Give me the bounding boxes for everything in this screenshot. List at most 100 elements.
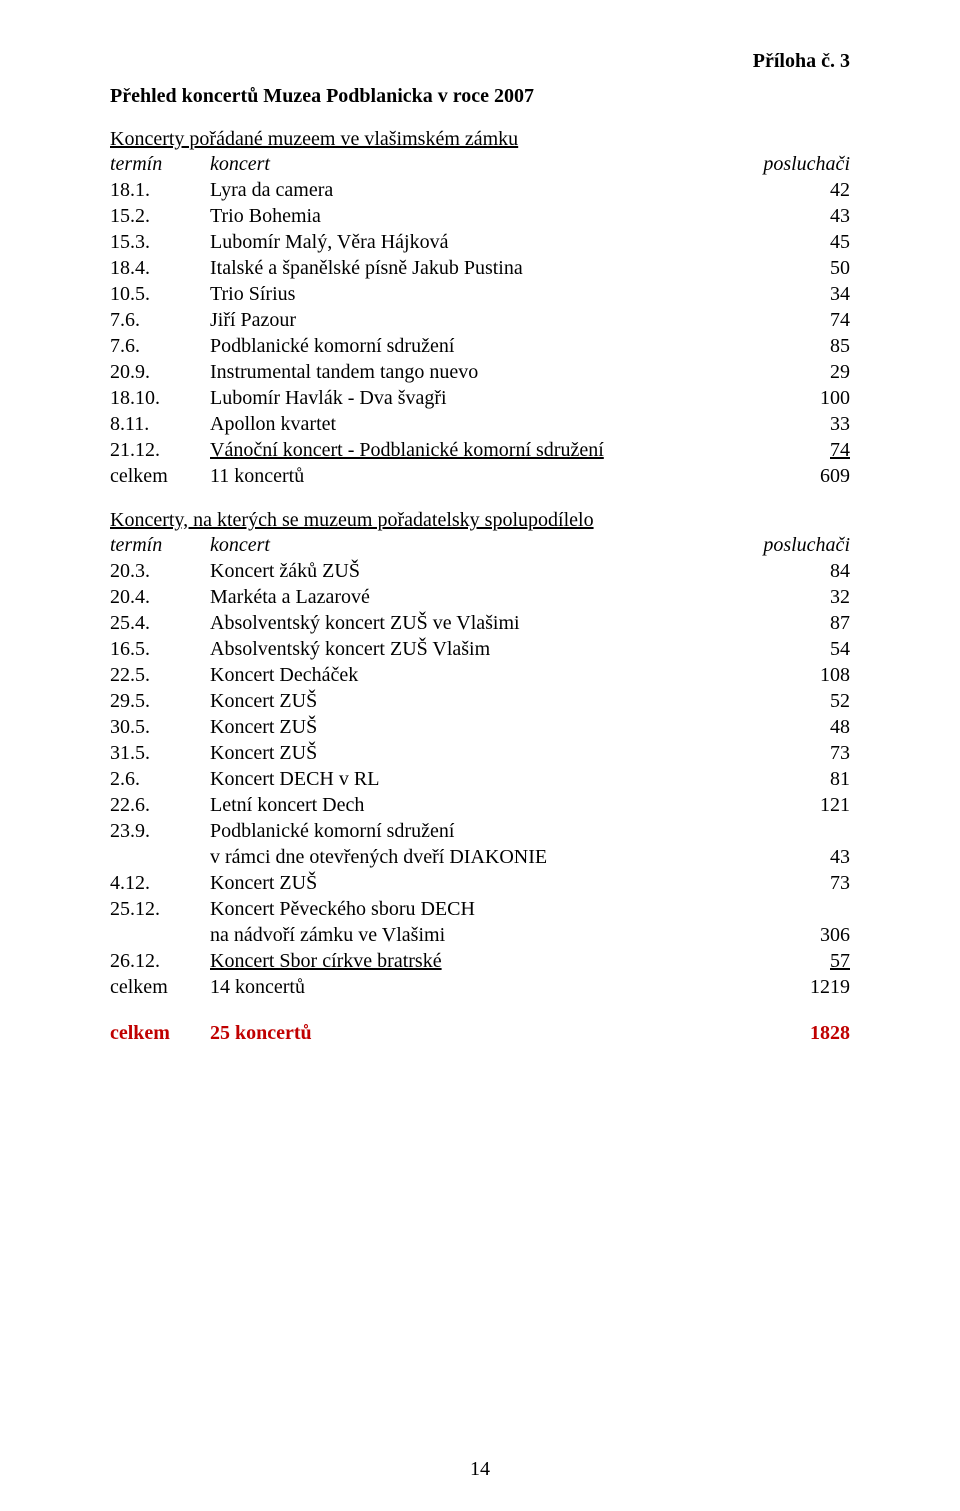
row-posluchaci: 74: [730, 307, 850, 333]
table-row: 25.4.Absolventský koncert ZUŠ ve Vlašimi…: [110, 610, 850, 636]
row-name: Apollon kvartet: [210, 411, 730, 437]
row-term: 22.5.: [110, 662, 210, 688]
row-term: 23.9.: [110, 818, 210, 844]
row-term: 20.3.: [110, 558, 210, 584]
row-term: 10.5.: [110, 281, 210, 307]
table-row: 8.11.Apollon kvartet33: [110, 411, 850, 437]
table-row: 20.4.Markéta a Lazarové32: [110, 584, 850, 610]
table-row: v rámci dne otevřených dveří DIAKONIE43: [110, 844, 850, 870]
row-posluchaci: 85: [730, 333, 850, 359]
total-name: 11 koncertů: [210, 463, 730, 489]
row-term: 25.4.: [110, 610, 210, 636]
section2-header-row: termín koncert posluchači: [110, 532, 850, 558]
row-term: 7.6.: [110, 333, 210, 359]
row-term: 31.5.: [110, 740, 210, 766]
row-name: Koncert ZUŠ: [210, 740, 730, 766]
row-name: na nádvoří zámku ve Vlašimi: [210, 922, 730, 948]
table-row: 23.9.Podblanické komorní sdružení: [110, 818, 850, 844]
row-term: 8.11.: [110, 411, 210, 437]
row-posluchaci: 33: [730, 411, 850, 437]
section1-body: 18.1.Lyra da camera4215.2.Trio Bohemia43…: [110, 177, 850, 437]
row-name: Lyra da camera: [210, 177, 730, 203]
row-term: 4.12.: [110, 870, 210, 896]
document-page: Příloha č. 3 Přehled koncertů Muzea Podb…: [0, 0, 960, 1511]
row-term: 25.12.: [110, 896, 210, 922]
table-row: na nádvoří zámku ve Vlašimi306: [110, 922, 850, 948]
row-posluchaci: 29: [730, 359, 850, 385]
row-name: Koncert ZUŠ: [210, 688, 730, 714]
row-name: Trio Sírius: [210, 281, 730, 307]
annex-label: Příloha č. 3: [110, 50, 850, 73]
row-name: Markéta a Lazarové: [210, 584, 730, 610]
row-name: Absolventský koncert ZUŠ Vlašim: [210, 636, 730, 662]
section2-heading: Koncerty, na kterých se muzeum pořadatel…: [110, 509, 850, 532]
row-posluchaci: 54: [730, 636, 850, 662]
table-row: 2.6.Koncert DECH v RL81: [110, 766, 850, 792]
section2-total-row: celkem 14 koncertů 1219: [110, 974, 850, 1000]
row-term: 20.9.: [110, 359, 210, 385]
total-label: celkem: [110, 463, 210, 489]
row-term: 2.6.: [110, 766, 210, 792]
row-name: Koncert Pěveckého sboru DECH: [210, 896, 730, 922]
row-posluchaci: 100: [730, 385, 850, 411]
section2-last-row: 26.12. Koncert Sbor církve bratrské 57: [110, 948, 850, 974]
row-name: Absolventský koncert ZUŠ ve Vlašimi: [210, 610, 730, 636]
table-row: 16.5.Absolventský koncert ZUŠ Vlašim54: [110, 636, 850, 662]
table-row: 30.5.Koncert ZUŠ48: [110, 714, 850, 740]
row-posluchaci: 84: [730, 558, 850, 584]
row-term: 7.6.: [110, 307, 210, 333]
row-name: Koncert ZUŠ: [210, 870, 730, 896]
section1-total-row: celkem 11 koncertů 609: [110, 463, 850, 489]
grand-total-row: celkem 25 koncertů 1828: [110, 1020, 850, 1046]
table-row: 22.6.Letní koncert Dech121: [110, 792, 850, 818]
row-name: Vánoční koncert - Podblanické komorní sd…: [210, 437, 730, 463]
row-posluchaci: 52: [730, 688, 850, 714]
row-posluchaci: 48: [730, 714, 850, 740]
total-value: 1219: [730, 974, 850, 1000]
total-label: celkem: [110, 974, 210, 1000]
row-name: Koncert Sbor církve bratrské: [210, 948, 730, 974]
header-termin: termín: [110, 532, 210, 558]
row-name: Lubomír Malý, Věra Hájková: [210, 229, 730, 255]
table-row: 7.6.Jiří Pazour74: [110, 307, 850, 333]
row-posluchaci: 73: [730, 740, 850, 766]
row-posluchaci: 87: [730, 610, 850, 636]
header-posluchaci: posluchači: [730, 151, 850, 177]
row-posluchaci: 57: [730, 948, 850, 974]
row-name: Podblanické komorní sdružení: [210, 818, 730, 844]
table-row: 20.9.Instrumental tandem tango nuevo29: [110, 359, 850, 385]
row-posluchaci: 121: [730, 792, 850, 818]
row-name: Podblanické komorní sdružení: [210, 333, 730, 359]
row-posluchaci: [730, 896, 850, 922]
page-number: 14: [0, 1458, 960, 1481]
row-term: 30.5.: [110, 714, 210, 740]
row-posluchaci: 42: [730, 177, 850, 203]
table-row: 18.10.Lubomír Havlák - Dva švagři100: [110, 385, 850, 411]
row-term: 18.4.: [110, 255, 210, 281]
row-name: Koncert ZUŠ: [210, 714, 730, 740]
grand-total-name: 25 koncertů: [210, 1020, 730, 1046]
row-term: 20.4.: [110, 584, 210, 610]
header-termin: termín: [110, 151, 210, 177]
row-name: v rámci dne otevřených dveří DIAKONIE: [210, 844, 730, 870]
row-posluchaci: 108: [730, 662, 850, 688]
table-row: 10.5.Trio Sírius34: [110, 281, 850, 307]
row-term: 18.1.: [110, 177, 210, 203]
table-row: 31.5.Koncert ZUŠ73: [110, 740, 850, 766]
row-name: Italské a španělské písně Jakub Pustina: [210, 255, 730, 281]
row-posluchaci: [730, 818, 850, 844]
spacer: [110, 1000, 850, 1020]
row-posluchaci: 81: [730, 766, 850, 792]
section2-body: 20.3.Koncert žáků ZUŠ8420.4.Markéta a La…: [110, 558, 850, 948]
row-posluchaci: 45: [730, 229, 850, 255]
page-title: Přehled koncertů Muzea Podblanicka v roc…: [110, 85, 850, 108]
row-term: 29.5.: [110, 688, 210, 714]
row-posluchaci: 43: [730, 844, 850, 870]
table-row: 4.12.Koncert ZUŠ73: [110, 870, 850, 896]
row-name: Jiří Pazour: [210, 307, 730, 333]
table-row: 15.3.Lubomír Malý, Věra Hájková45: [110, 229, 850, 255]
row-term: 26.12.: [110, 948, 210, 974]
header-posluchaci: posluchači: [730, 532, 850, 558]
row-posluchaci: 34: [730, 281, 850, 307]
total-name: 14 koncertů: [210, 974, 730, 1000]
